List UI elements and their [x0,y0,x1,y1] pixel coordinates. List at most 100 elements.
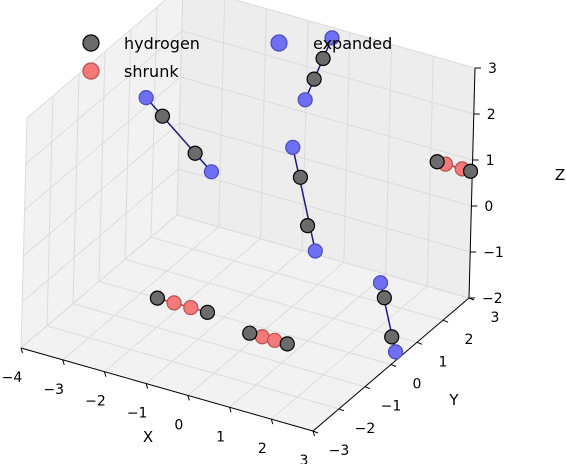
expanded-point [285,139,301,155]
grid-line-back-x [259,8,267,239]
x-tick-label: −4 [2,370,23,386]
expanded-point [307,243,323,259]
x-tick-mark [62,359,65,366]
grid-line-floor-y [98,281,392,365]
legend-marker-shrunk [82,62,100,80]
hydrogen-point [154,108,171,124]
grid-line-wall-z [25,30,183,165]
grid-line-back-x [218,0,226,227]
y-tick-label: −3 [329,443,350,459]
grid-line-wall-y [72,73,80,304]
hydrogen-point [299,218,316,234]
grid-line-wall-y [20,117,28,349]
grid-line-floor-y [150,236,444,321]
grid-line-back-z [180,76,473,161]
grid-line-wall-z [21,168,179,303]
x-axis-line [20,347,314,432]
expanded-point [203,164,220,180]
molecule-expanded [138,90,220,180]
grid-line-back-x [343,32,351,263]
x-tick-label: 2 [258,441,267,457]
shrunk-point [183,299,199,316]
grid-line-back-z [178,168,471,253]
molecule-expanded [285,139,323,259]
bond-line [304,37,333,101]
hydrogen-point [242,325,258,341]
z-tick-label: 3 [488,61,497,77]
grid-line-floor-y [46,325,340,410]
grid-line-wall-z [26,0,167,119]
grid-line-wall-y [150,7,158,238]
grid-line-wall-y [46,95,54,326]
z-tick-label: −1 [483,245,504,261]
bond-line [145,97,212,173]
grid-line-wall-y [98,51,106,282]
x-tick-mark [20,347,23,354]
y-tick-mark [364,386,371,390]
z-axis-line [468,67,476,299]
hydrogen-point [376,290,392,306]
expanded-point [324,30,340,46]
x-tick-mark [229,407,232,413]
grid-line-back-x [385,44,393,275]
y-tick-mark [442,319,449,323]
shrunk-point [267,332,283,348]
bond-line [157,297,208,314]
grid-lines [20,0,476,432]
y-tick-label: 1 [439,354,448,370]
hydrogen-point [384,329,400,345]
x-tick-label: −3 [43,382,64,398]
z-tick-label: 1 [486,153,495,169]
x-tick-label: 3 [300,453,309,464]
y-tick-label: −2 [355,421,376,437]
x-tick-label: 0 [174,417,183,433]
tick-labels: −4 −3 −2 −1 0 1 2 3 −3 −2 −1 0 1 2 3 −2 −1 0 1 2 3 [2,61,504,464]
expanded-point [387,344,404,360]
hydrogen-point [315,50,331,67]
y-axis-label: Y [448,391,459,409]
shrunk-point [166,295,182,311]
y-tick-mark [390,364,397,367]
legend-label-expanded: expanded [313,34,392,53]
grid-line-wall-y [124,29,132,260]
x-tick-label: −2 [85,394,106,410]
grid-line-wall-y [176,0,184,216]
grid-line-back-z [176,214,470,299]
y-tick-mark [416,341,423,345]
y-tick-label: −1 [381,399,402,415]
z-tick-label: −2 [482,291,503,307]
legend-label-shrunk: shrunk [124,62,179,81]
grid-line-back-x [426,56,434,287]
molecule-shrunk [429,154,479,179]
hydrogen-point [279,336,295,352]
y-tick-label: 0 [413,377,422,393]
x-tick-label: 1 [216,429,225,445]
hydrogen-point [149,290,165,306]
grid-line-back-z [181,30,474,115]
x-tick-mark [312,430,315,437]
back-wall-pane [177,0,475,298]
y-tick-label: 2 [465,332,474,348]
molecule-expanded [297,30,340,108]
x-axis-label: X [143,428,153,446]
z-axis-label: Z [555,166,565,184]
y-tick-label: 3 [491,310,500,326]
grid-line-wall-z [24,76,181,211]
expanded-point [372,275,389,291]
x-tick-mark [187,395,190,401]
grid-line-back-z [179,122,472,207]
hydrogen-point [187,145,203,161]
hydrogen-point [462,163,479,179]
bond-line [292,147,317,252]
expanded-point [138,90,154,106]
z-tick-label: 2 [487,107,496,123]
legend-marker-expanded [270,34,288,52]
legend-label-hydrogen: hydrogen [124,34,200,53]
hydrogen-point [306,71,322,87]
molecule-expanded [372,275,404,360]
grid-line-wall-z [20,214,178,349]
x-tick-mark [103,371,107,377]
hydrogen-point [292,169,309,185]
x-tick-label: −1 [127,406,148,422]
